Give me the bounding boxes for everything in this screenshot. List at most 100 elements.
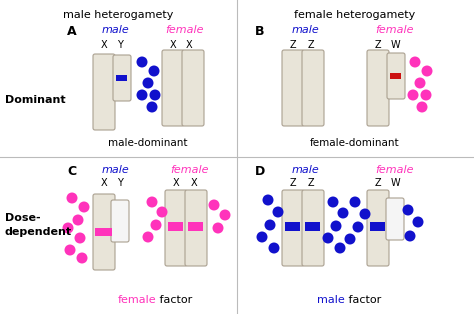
Circle shape <box>353 221 364 232</box>
Circle shape <box>337 208 348 219</box>
Bar <box>117 75 128 80</box>
Text: Z: Z <box>374 40 381 50</box>
FancyBboxPatch shape <box>113 55 131 101</box>
Text: factor: factor <box>345 295 381 305</box>
FancyBboxPatch shape <box>302 190 324 266</box>
Circle shape <box>146 197 157 208</box>
FancyBboxPatch shape <box>93 194 115 270</box>
Text: X: X <box>191 178 197 188</box>
Text: Z: Z <box>290 178 296 188</box>
Bar <box>306 222 320 231</box>
FancyBboxPatch shape <box>165 190 187 266</box>
Circle shape <box>143 231 154 242</box>
Circle shape <box>345 234 356 245</box>
Circle shape <box>335 242 346 253</box>
Bar <box>168 222 183 231</box>
Text: female: female <box>166 25 204 35</box>
Circle shape <box>328 197 338 208</box>
Text: female: female <box>376 165 414 175</box>
FancyBboxPatch shape <box>93 54 115 130</box>
Text: Z: Z <box>308 178 314 188</box>
Circle shape <box>219 209 230 220</box>
Bar <box>391 73 401 78</box>
Circle shape <box>143 78 154 89</box>
Circle shape <box>330 220 341 231</box>
Circle shape <box>76 252 88 263</box>
Circle shape <box>146 101 157 112</box>
Text: female: female <box>118 295 156 305</box>
Circle shape <box>420 89 431 100</box>
FancyBboxPatch shape <box>111 200 129 242</box>
Text: male: male <box>101 25 129 35</box>
Text: C: C <box>67 165 76 178</box>
Text: Z: Z <box>290 40 296 50</box>
FancyBboxPatch shape <box>282 50 304 126</box>
Bar <box>371 222 385 231</box>
FancyBboxPatch shape <box>367 190 389 266</box>
Text: male heterogamety: male heterogamety <box>63 10 173 20</box>
Circle shape <box>410 57 420 68</box>
Circle shape <box>417 101 428 112</box>
Text: Y: Y <box>117 178 123 188</box>
Circle shape <box>137 89 147 100</box>
Circle shape <box>137 57 147 68</box>
Circle shape <box>151 219 162 230</box>
Bar <box>189 222 203 231</box>
Circle shape <box>209 199 219 210</box>
Text: B: B <box>255 25 264 38</box>
FancyBboxPatch shape <box>302 50 324 126</box>
Text: male: male <box>291 25 319 35</box>
Circle shape <box>402 204 413 215</box>
FancyBboxPatch shape <box>185 190 207 266</box>
Circle shape <box>156 207 167 218</box>
Circle shape <box>322 232 334 243</box>
FancyBboxPatch shape <box>387 53 405 99</box>
Circle shape <box>408 89 419 100</box>
Text: female: female <box>171 165 209 175</box>
Circle shape <box>268 242 280 253</box>
Text: D: D <box>255 165 265 178</box>
Text: A: A <box>67 25 77 38</box>
Circle shape <box>359 208 371 219</box>
Text: male-dominant: male-dominant <box>108 138 188 148</box>
Circle shape <box>148 66 159 77</box>
Circle shape <box>421 66 432 77</box>
Text: male: male <box>291 165 319 175</box>
Text: Dose-: Dose- <box>5 213 41 223</box>
Circle shape <box>149 89 161 100</box>
Text: X: X <box>173 178 179 188</box>
Text: Z: Z <box>308 40 314 50</box>
Text: W: W <box>390 178 400 188</box>
FancyBboxPatch shape <box>282 190 304 266</box>
Circle shape <box>414 78 426 89</box>
Text: Dominant: Dominant <box>5 95 65 105</box>
Circle shape <box>66 192 78 203</box>
Text: X: X <box>100 178 107 188</box>
Circle shape <box>263 194 273 205</box>
Circle shape <box>63 223 73 234</box>
Circle shape <box>73 214 83 225</box>
Circle shape <box>64 245 75 256</box>
Circle shape <box>212 223 224 234</box>
Text: Z: Z <box>374 178 381 188</box>
Text: X: X <box>186 40 192 50</box>
Circle shape <box>264 219 275 230</box>
Circle shape <box>256 231 267 242</box>
Circle shape <box>349 197 361 208</box>
Text: Y: Y <box>117 40 123 50</box>
Text: X: X <box>100 40 107 50</box>
Text: male: male <box>317 295 345 305</box>
Text: female-dominant: female-dominant <box>310 138 400 148</box>
Text: factor: factor <box>156 295 192 305</box>
FancyBboxPatch shape <box>386 198 404 240</box>
Text: dependent: dependent <box>5 227 72 237</box>
Text: W: W <box>390 40 400 50</box>
Text: female: female <box>376 25 414 35</box>
FancyBboxPatch shape <box>367 50 389 126</box>
Circle shape <box>404 230 416 241</box>
Circle shape <box>74 232 85 243</box>
Circle shape <box>412 216 423 228</box>
Circle shape <box>273 207 283 218</box>
Text: male: male <box>101 165 129 175</box>
FancyBboxPatch shape <box>162 50 184 126</box>
